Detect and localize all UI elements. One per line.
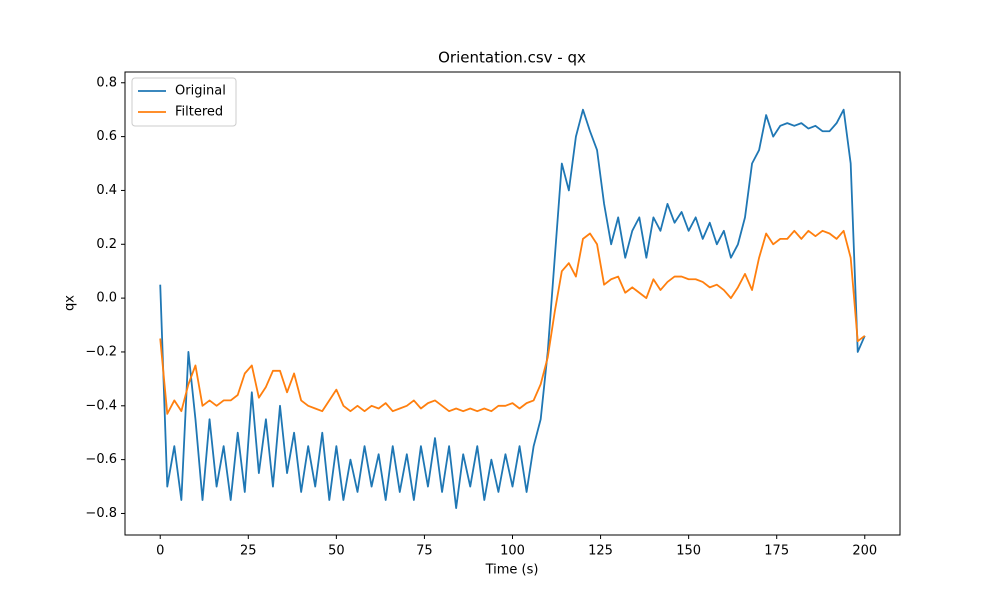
x-tick-label: 75 xyxy=(416,544,433,559)
y-tick-label: 0.4 xyxy=(96,183,117,198)
y-tick-label: −0.2 xyxy=(85,344,117,359)
chart-title: Orientation.csv - qx xyxy=(438,49,586,67)
x-tick-label: 0 xyxy=(156,544,164,559)
y-tick-label: −0.4 xyxy=(85,398,117,413)
x-tick-label: 175 xyxy=(764,544,789,559)
y-tick-label: 0.8 xyxy=(96,75,117,90)
x-tick-label: 25 xyxy=(240,544,257,559)
x-tick-label: 200 xyxy=(852,544,877,559)
y-tick-label: 0.2 xyxy=(96,237,117,252)
legend-label: Filtered xyxy=(175,105,223,120)
y-tick-label: −0.8 xyxy=(85,506,117,521)
y-tick-label: −0.6 xyxy=(85,452,117,467)
plot-frame xyxy=(124,71,901,536)
y-axis-label: qx xyxy=(63,295,78,311)
data-line xyxy=(159,108,866,509)
x-tick-label: 50 xyxy=(328,544,345,559)
x-tick-label: 100 xyxy=(500,544,525,559)
x-tick-label: 150 xyxy=(676,544,701,559)
legend-label: Original xyxy=(175,84,226,99)
y-tick-label: 0.6 xyxy=(96,129,117,144)
y-tick-label: 0.0 xyxy=(96,291,117,306)
data-line xyxy=(159,229,866,415)
legend-box xyxy=(131,77,237,127)
x-axis-label: Time (s) xyxy=(485,563,539,578)
x-tick-label: 125 xyxy=(588,544,613,559)
